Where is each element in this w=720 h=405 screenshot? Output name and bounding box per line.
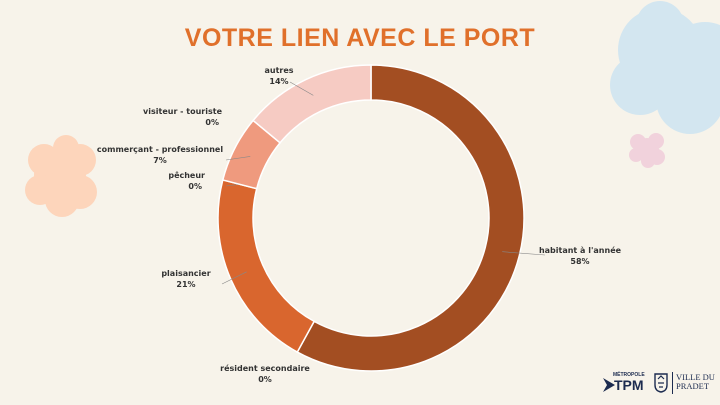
cloud-pink-shape (629, 133, 665, 168)
leader-line-habitant-a-l-annee (502, 251, 546, 256)
slice-label-pecheur: pêcheur (168, 170, 205, 180)
cloud-peach-shape (25, 135, 97, 217)
pradet-label: PRADET (676, 381, 710, 391)
pradet-shield-icon (654, 373, 668, 393)
slice-habitant-a-l-annee (296, 64, 525, 372)
slice-label-visiteur-touriste: visiteur - touriste (143, 107, 223, 116)
slice-value-habitant-a-l-annee: 58% (570, 257, 589, 266)
slice-label-autres: autres (264, 66, 293, 75)
slice-value-resident-secondaire: 0% (258, 375, 272, 384)
slice-value-autres: 14% (269, 77, 288, 86)
slice-label-commercant-professionnel: commerçant - professionnel (97, 145, 223, 154)
slice-value-plaisancier: 21% (176, 280, 195, 289)
leader-line-autres (289, 81, 314, 96)
slice-value-visiteur-touriste: 0% (205, 118, 219, 127)
page-title: VOTRE LIEN AVEC LE PORT (184, 24, 536, 52)
metropole-tpm-logo: MÉTROPOLE TPM (603, 368, 645, 398)
ville-du-pradet-logo: VILLE DU PRADET (676, 373, 716, 391)
slice-label-plaisancier: plaisancier (161, 269, 210, 278)
tpm-star-icon (603, 378, 615, 392)
slice-value-commercant-professionnel: 7% (153, 156, 167, 165)
slice-plaisancier (217, 179, 316, 354)
cloud-blue-shape (610, 1, 720, 134)
slice-label-habitant-a-l-annee: habitant à l'année (539, 245, 622, 255)
slice-autres (252, 64, 372, 144)
metropole-label: MÉTROPOLE (613, 372, 645, 378)
logos: MÉTROPOLE TPM VILLE DU PRADET (603, 368, 716, 398)
ville-du-label: VILLE DU (676, 372, 715, 382)
tpm-label: TPM (614, 377, 644, 393)
slice-label-resident-secondaire: résident secondaire (220, 363, 310, 373)
leader-line-commercant-professionnel (225, 156, 251, 161)
leader-line-plaisancier (221, 271, 247, 285)
slice-value-pecheur: 0% (188, 182, 202, 191)
leader-line-pecheur (225, 184, 240, 187)
logo-separator (672, 372, 673, 394)
